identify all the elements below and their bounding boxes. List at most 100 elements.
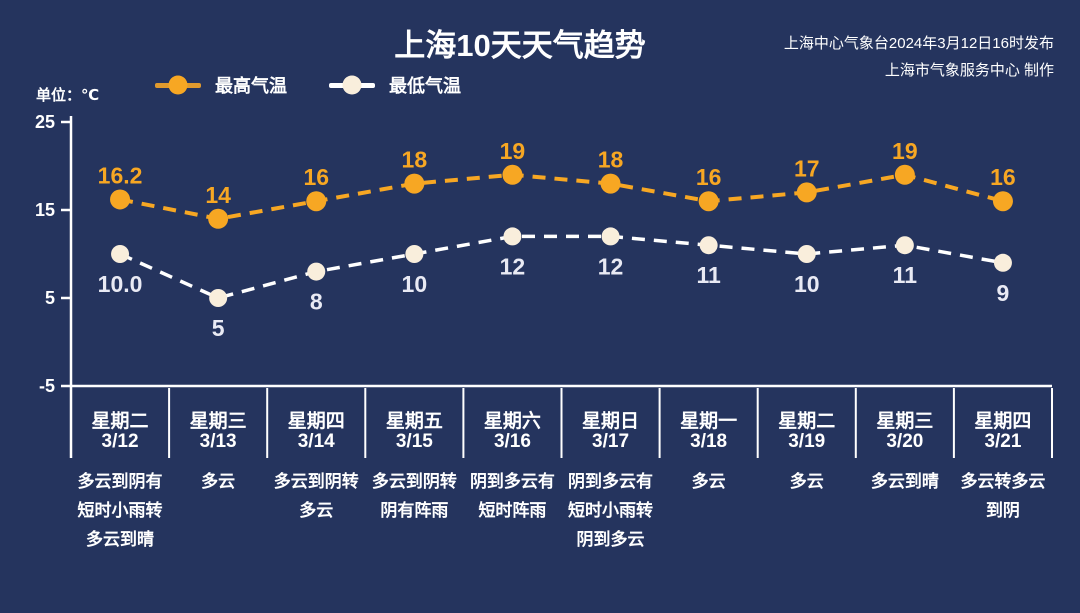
weather-condition: 阴到多云有 短时阵雨 — [463, 467, 561, 525]
low-temp-value-label: 11 — [696, 262, 721, 288]
high-temp-legend-marker-icon — [155, 75, 201, 95]
weather-condition-line: 多云到阴转 — [273, 472, 359, 491]
date-label: 3/16 — [493, 431, 531, 452]
high-temp-legend-label: 最高气温 — [215, 76, 287, 96]
date-label: 3/17 — [592, 431, 630, 452]
weather-condition: 多云到阴转 多云 — [267, 467, 365, 525]
weather-condition: 多云到晴 — [856, 467, 954, 496]
high-temp-value-label: 18 — [402, 147, 428, 173]
low-temp-point — [601, 227, 620, 246]
weekday-label: 星期日 — [582, 411, 640, 432]
high-temp-point — [110, 189, 131, 210]
weather-condition-line: 短时阵雨 — [478, 501, 547, 520]
weather-condition-line: 多云 — [299, 501, 334, 520]
date-label: 3/18 — [690, 431, 728, 452]
high-temp-point — [600, 173, 621, 194]
weather-condition: 阴到多云有 短时小雨转 阴到多云 — [562, 467, 660, 554]
low-temp-value-label: 10 — [794, 271, 820, 297]
high-temp-value-label: 16 — [990, 164, 1016, 190]
date-label: 3/21 — [984, 431, 1022, 452]
publisher-line-2: 上海市气象服务中心 制作 — [884, 62, 1054, 79]
high-temp-legend-dot-icon — [168, 75, 188, 95]
low-temp-point — [895, 236, 914, 255]
y-tick-label: 15 — [35, 200, 55, 220]
low-temp-point — [405, 245, 424, 263]
legend: 最高气温 最低气温 — [155, 72, 461, 98]
weekday-label: 星期五 — [385, 411, 443, 432]
date-label: 3/14 — [297, 431, 335, 452]
low-temp-point — [797, 245, 816, 263]
weather-condition-line: 多云到晴 — [870, 472, 939, 491]
low-temp-legend-label: 最低气温 — [389, 76, 461, 96]
weather-condition-line: 阴到多云有 — [469, 472, 555, 491]
weather-condition: 多云 — [660, 467, 758, 496]
weather-condition-line: 多云到阴有 — [77, 472, 163, 491]
date-label: 3/13 — [199, 431, 237, 452]
high-temp-value-label: 19 — [500, 138, 526, 164]
low-temp-point — [993, 253, 1012, 272]
low-temp-value-label: 12 — [500, 253, 526, 279]
weather-condition: 多云 — [758, 467, 856, 496]
high-temp-point — [404, 173, 425, 194]
weather-condition-line: 阴到多云有 — [568, 472, 654, 491]
publisher-line-1: 上海中心气象台2024年3月12日16时发布 — [783, 35, 1054, 52]
y-tick-label: -5 — [39, 376, 55, 396]
unit-label: 单位：℃ — [36, 87, 100, 104]
weather-condition-line: 到阴 — [985, 501, 1020, 520]
weather-condition-line: 阴有阵雨 — [380, 501, 449, 520]
high-temp-point — [894, 164, 915, 185]
low-temp-line — [119, 234, 1004, 300]
low-temp-point — [307, 262, 326, 281]
low-temp-point — [111, 245, 130, 263]
high-temp-point — [796, 182, 817, 203]
low-temp-value-label: 9 — [997, 280, 1010, 306]
low-temp-value-label: 10 — [402, 271, 428, 297]
high-temp-point — [306, 191, 327, 212]
high-temp-point — [502, 164, 523, 185]
weekday-label: 星期一 — [680, 411, 738, 432]
y-tick-label: 25 — [35, 112, 55, 132]
date-label: 3/12 — [101, 431, 139, 452]
weather-condition-line: 阴到多云 — [576, 530, 645, 549]
high-temp-line — [119, 172, 1004, 221]
date-label: 3/20 — [886, 431, 924, 452]
high-temp-value-label: 14 — [205, 182, 231, 208]
weather-condition-line: 多云转多云 — [960, 472, 1046, 491]
publisher-info: 上海中心气象台2024年3月12日16时发布 上海市气象服务中心 制作 — [784, 30, 1054, 84]
weather-condition-line: 多云 — [691, 472, 726, 491]
date-label: 3/19 — [788, 431, 826, 452]
low-temp-point — [699, 236, 718, 255]
weekday-label: 星期六 — [483, 411, 541, 432]
high-temp-point — [992, 191, 1013, 212]
legend-item-high-temp: 最高气温 — [155, 72, 287, 98]
date-label: 3/15 — [395, 431, 433, 452]
legend-item-low-temp: 最低气温 — [329, 72, 461, 98]
page-title: 上海10天天气趋势 — [394, 28, 646, 63]
high-temp-value-label: 17 — [794, 155, 820, 181]
weather-condition-line: 多云到晴 — [86, 530, 155, 549]
weather-condition-line: 多云 — [789, 472, 824, 491]
low-temp-point — [209, 289, 228, 307]
weather-condition-line: 短时小雨转 — [77, 501, 163, 520]
high-temp-value-label: 16 — [303, 164, 329, 190]
weather-condition: 多云转多云 到阴 — [954, 467, 1052, 525]
weekday-label: 星期四 — [974, 411, 1032, 432]
high-temp-value-label: 19 — [892, 138, 918, 164]
low-temp-value-label: 10.0 — [98, 271, 143, 297]
low-temp-value-label: 12 — [598, 253, 624, 279]
high-temp-point — [208, 208, 229, 229]
weekday-label: 星期二 — [778, 411, 836, 432]
low-temp-value-label: 5 — [212, 315, 225, 341]
weekday-label: 星期二 — [91, 411, 149, 432]
weather-condition-line: 多云 — [201, 472, 236, 491]
low-temp-legend-dot-icon — [342, 75, 362, 95]
weekday-label: 星期四 — [287, 411, 345, 432]
weather-condition: 多云 — [169, 467, 267, 496]
high-temp-value-label: 16.2 — [98, 162, 143, 188]
high-temp-point — [698, 191, 719, 212]
weather-condition: 多云到阴有短时小雨转多云到晴 — [71, 467, 169, 554]
weekday-label: 星期三 — [189, 411, 247, 432]
high-temp-value-label: 18 — [598, 147, 624, 173]
